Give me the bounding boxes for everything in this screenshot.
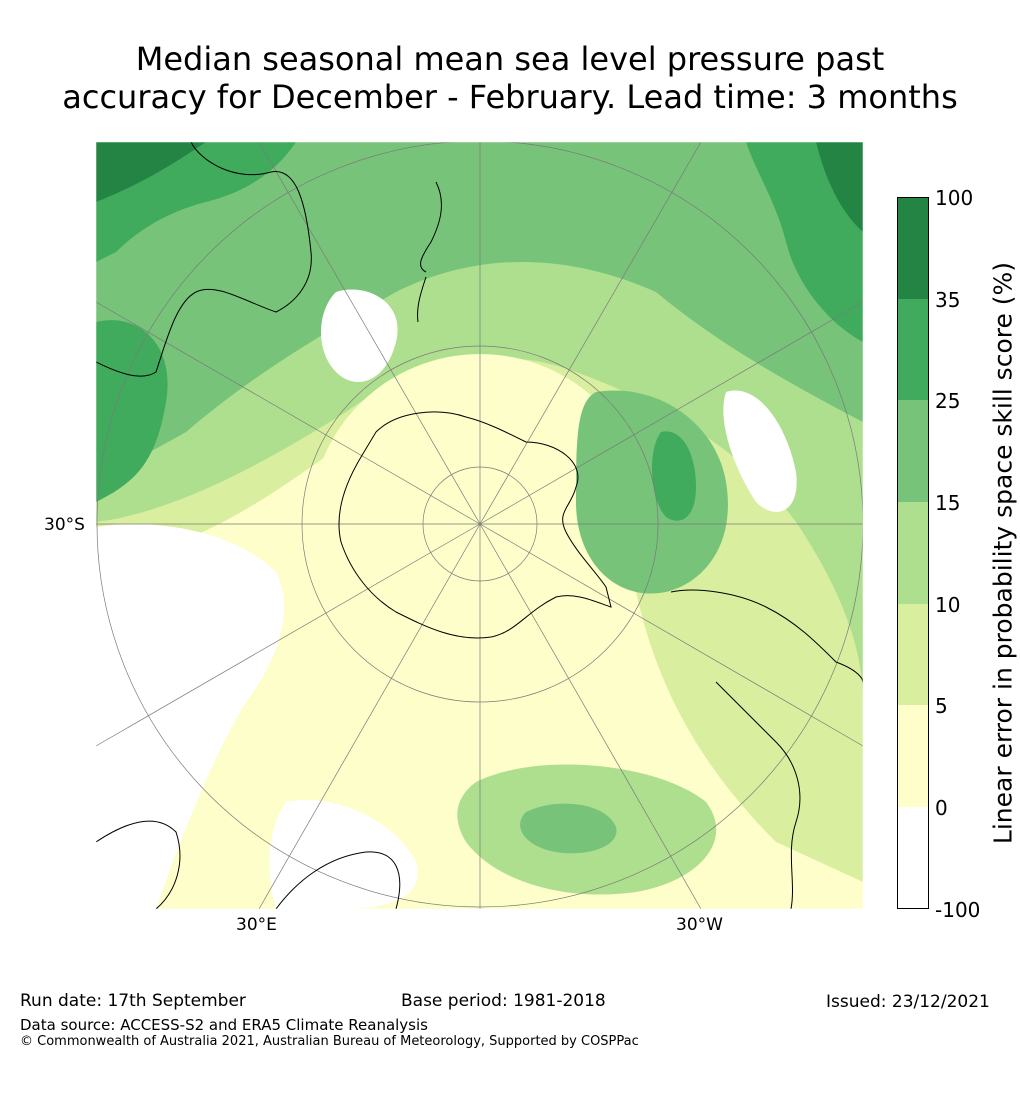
base-period: Base period: 1981-2018 bbox=[401, 991, 606, 1011]
skill-region-upper bbox=[96, 142, 863, 482]
title-line-2: accuracy for December - February. Lead t… bbox=[62, 78, 958, 116]
title-line-1: Median seasonal mean sea level pressure … bbox=[135, 40, 885, 78]
cbar-bin-10-15 bbox=[897, 502, 929, 604]
cbar-tick-label: 25 bbox=[935, 389, 961, 413]
south-america-coast bbox=[670, 589, 863, 909]
map-title: Median seasonal mean sea level pressure … bbox=[0, 40, 1020, 116]
polar-map bbox=[96, 142, 863, 909]
skill-region-pacific-high bbox=[651, 431, 696, 521]
skill-region-pacific bbox=[576, 390, 728, 594]
cbar-bin-neg100-0 bbox=[897, 807, 929, 909]
new-zealand-coast bbox=[417, 181, 442, 323]
lon-label-30w: 30°W bbox=[676, 915, 723, 935]
australia-coast bbox=[96, 142, 312, 377]
issued-date: Issued: 23/12/2021 bbox=[826, 992, 990, 1012]
cbar-bin-35-100 bbox=[897, 197, 929, 299]
run-date: Run date: 17th September bbox=[20, 991, 246, 1011]
lon-label-30e: 30°E bbox=[236, 915, 277, 935]
cbar-tick-label: -100 bbox=[935, 898, 981, 922]
skill-region-west bbox=[96, 320, 168, 502]
cbar-bin-25-35 bbox=[897, 299, 929, 400]
skill-region-lower-high bbox=[520, 803, 617, 854]
cbar-tick-label: 10 bbox=[935, 593, 961, 617]
cbar-tick-label: 15 bbox=[935, 491, 961, 515]
colorbar-title-text: Linear error in probability space skill … bbox=[988, 261, 1018, 845]
coastlines bbox=[96, 142, 863, 909]
colorbar bbox=[897, 197, 929, 909]
skill-negative-southwest bbox=[96, 524, 285, 909]
skill-negative-east bbox=[723, 390, 797, 512]
cbar-bin-0-5 bbox=[897, 705, 929, 807]
data-source: Data source: ACCESS-S2 and ERA5 Climate … bbox=[20, 1016, 428, 1034]
lat-label-30s: 30°S bbox=[44, 515, 85, 535]
cbar-tick-label: 100 bbox=[935, 186, 974, 210]
cbar-bin-5-10 bbox=[897, 604, 929, 705]
cbar-tick-label: 35 bbox=[935, 288, 961, 312]
skill-negative-south bbox=[269, 800, 418, 909]
africa-coast bbox=[96, 820, 401, 909]
skill-region-northeast-high bbox=[816, 142, 863, 232]
cbar-tick-label: 5 bbox=[935, 694, 948, 718]
skill-negative-tasman bbox=[321, 289, 398, 382]
antarctica-coast bbox=[338, 411, 612, 639]
copyright: © Commonwealth of Australia 2021, Austra… bbox=[20, 1034, 639, 1049]
map-svg bbox=[96, 142, 863, 909]
skill-region-northwest-high bbox=[96, 142, 206, 202]
graticule bbox=[96, 142, 863, 909]
cbar-bin-15-25 bbox=[897, 400, 929, 502]
cbar-tick-label: 0 bbox=[935, 796, 948, 820]
